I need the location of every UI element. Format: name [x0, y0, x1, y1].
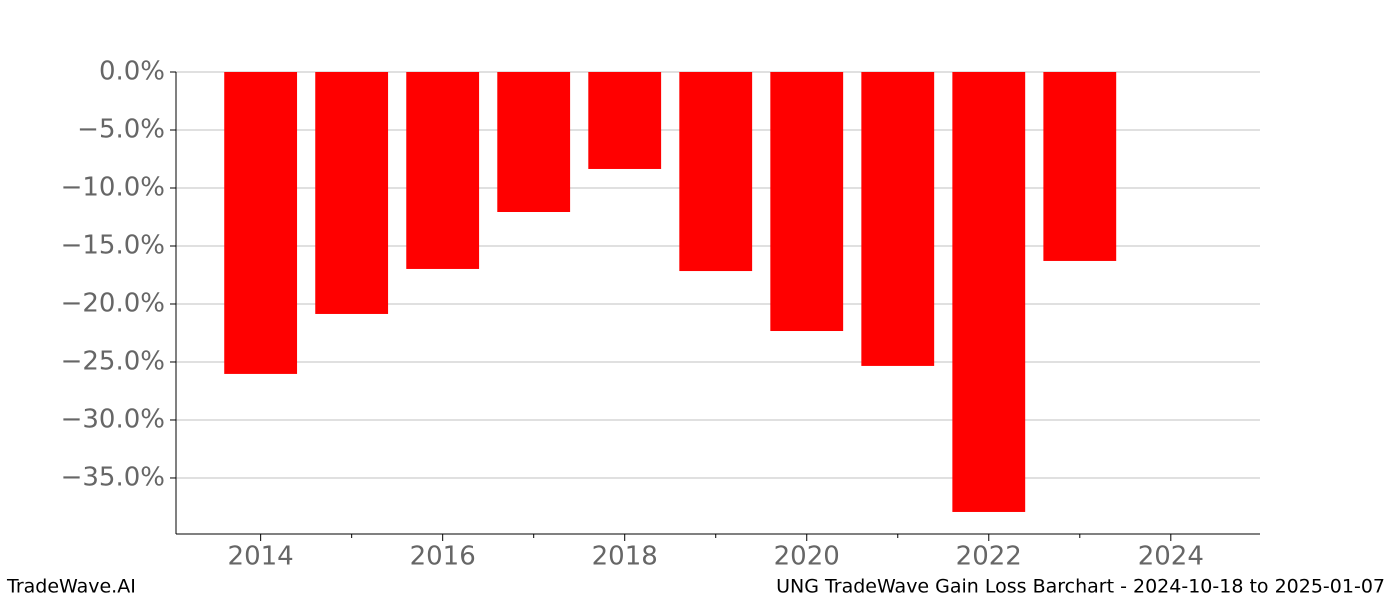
bar	[770, 72, 844, 332]
y-tick-label: 0.0%	[99, 57, 165, 87]
bar	[224, 72, 298, 374]
bar	[952, 72, 1026, 512]
bar	[679, 72, 753, 272]
bar	[1043, 72, 1117, 261]
watermark: TradeWave.AI	[6, 576, 136, 598]
y-tick-label: −30.0%	[61, 404, 165, 434]
x-tick-label: 2024	[1138, 542, 1204, 572]
x-tick-label: 2016	[410, 542, 476, 572]
bar	[861, 72, 935, 366]
x-tick-label: 2020	[774, 542, 840, 572]
bar	[497, 72, 571, 213]
bar	[406, 72, 480, 269]
x-tick-label: 2018	[592, 542, 658, 572]
y-tick-label: −20.0%	[61, 288, 165, 318]
bar	[315, 72, 389, 314]
chart-title: UNG TradeWave Gain Loss Barchart - 2024-…	[776, 576, 1385, 598]
y-tick-label: −10.0%	[61, 172, 165, 202]
y-tick-label: −25.0%	[61, 346, 165, 376]
y-tick-label: −5.0%	[77, 114, 165, 144]
bar	[588, 72, 662, 169]
x-tick-label: 2022	[956, 542, 1022, 572]
x-tick-label: 2014	[228, 542, 294, 572]
y-tick-label: −15.0%	[61, 230, 165, 260]
y-tick-label: −35.0%	[61, 462, 165, 492]
